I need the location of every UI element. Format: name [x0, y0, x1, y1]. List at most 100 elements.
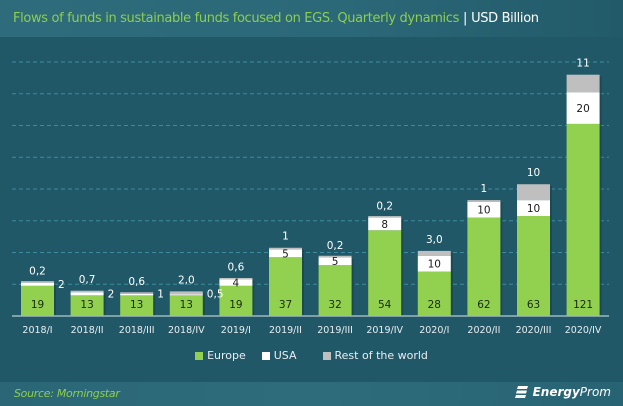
data-label-europe: 62 [477, 299, 490, 311]
data-label-europe: 63 [527, 299, 540, 311]
data-label-usa: 1 [157, 288, 164, 300]
bar-segment-usa [318, 257, 352, 266]
legend-item-usa: USA [261, 349, 297, 362]
x-tick-label: 2020/II [467, 325, 500, 336]
bar-segment-rest [70, 290, 104, 293]
x-tick-label: 2018/I [22, 325, 52, 336]
bar-segment-rest [169, 291, 203, 295]
stacked-bar-chart: 1920,21320,71310,6130,52,01940,637513250… [12, 58, 609, 336]
legend: Europe USA Rest of the world [0, 349, 623, 362]
data-label-europe: 13 [180, 299, 193, 311]
x-tick-label: 2018/II [71, 325, 104, 336]
data-label-europe: 32 [328, 299, 341, 311]
data-label-europe: 19 [31, 299, 44, 311]
chart-title-text: Flows of funds in sustainable funds focu… [13, 11, 460, 26]
data-label-europe: 121 [573, 299, 593, 311]
bar-segment-europe [517, 215, 550, 316]
data-label-rest: 0,6 [228, 262, 245, 274]
bar-segment-rest [417, 250, 451, 256]
data-label-rest: 2,0 [178, 274, 195, 286]
brand-logo: Energy Prom [514, 385, 611, 399]
x-tick-label: 2019/III [317, 325, 353, 336]
chart-unit: USD Billion [471, 11, 539, 26]
bar-segment-rest [318, 255, 352, 258]
data-label-rest: 0,2 [29, 265, 46, 277]
legend-swatch-rest [322, 351, 331, 360]
x-tick-label: 2020/IV [565, 325, 602, 336]
chart-title: Flows of funds in sustainable funds focu… [13, 11, 539, 26]
bars [21, 74, 602, 316]
bar-segment-usa [517, 200, 550, 216]
x-tick-label: 2018/III [119, 325, 155, 336]
data-label-usa: 10 [477, 205, 490, 217]
bar-segment-europe [368, 230, 402, 316]
x-tick-label: 2019/II [269, 325, 302, 336]
chart-footer: Source: Morningstar Energy Prom [0, 382, 623, 406]
bar-segment-usa [21, 282, 54, 286]
data-label-rest: 10 [527, 167, 540, 179]
data-label-europe: 19 [229, 299, 242, 311]
data-label-rest: 0,2 [327, 240, 344, 252]
x-tick-label: 2019/IV [366, 325, 403, 336]
bar-segment-rest [368, 216, 402, 218]
brand-name-light: Prom [579, 385, 611, 399]
bar-segment-europe [417, 271, 451, 316]
legend-item-rest: Rest of the world [322, 349, 428, 362]
data-label-europe: 37 [279, 299, 292, 311]
bar-segment-usa [219, 279, 253, 286]
bar-segment-europe [566, 123, 600, 316]
bar-segment-usa [417, 255, 451, 272]
bar-segment-europe [467, 217, 501, 316]
data-label-usa: 10 [428, 259, 441, 271]
bar-segment-rest [566, 74, 600, 93]
bar-segment-rest [120, 292, 154, 294]
legend-item-europe: Europe [195, 349, 246, 362]
data-label-usa: 8 [381, 219, 388, 231]
bar-segment-europe [70, 295, 104, 316]
bar-segment-usa [269, 249, 302, 258]
data-label-usa: 10 [527, 203, 540, 215]
legend-swatch-usa [261, 351, 270, 360]
legend-swatch-europe [195, 351, 204, 360]
data-label-rest: 1 [282, 231, 289, 243]
legend-label-rest: Rest of the world [334, 349, 428, 362]
data-label-europe: 13 [130, 299, 143, 311]
bar-segment-usa [70, 292, 104, 296]
chart-header: Flows of funds in sustainable funds focu… [0, 0, 623, 37]
data-label-europe: 28 [428, 299, 441, 311]
data-label-usa: 5 [282, 248, 289, 260]
data-label-rest: 0,7 [79, 274, 96, 286]
x-tick-label: 2019/I [221, 325, 251, 336]
data-labels: 1920,21320,71310,6130,52,01940,637513250… [29, 58, 593, 311]
bar-segment-rest [467, 200, 501, 202]
bar-segment-europe [269, 257, 302, 316]
bar-segment-usa [467, 201, 501, 218]
bar-segment-europe [169, 295, 203, 316]
data-label-rest: 11 [576, 58, 589, 70]
data-label-rest: 3,0 [426, 234, 443, 246]
x-tick-label: 2018/IV [168, 325, 205, 336]
energyprom-logo-icon [514, 385, 529, 399]
data-label-usa: 2 [108, 288, 115, 300]
bar-segment-rest [269, 247, 302, 250]
title-separator: | [463, 11, 468, 26]
gridlines [12, 61, 609, 285]
bar-segment-europe [318, 265, 352, 316]
data-label-rest: 0,2 [376, 200, 393, 212]
data-label-usa: 5 [332, 256, 339, 268]
data-label-usa: 20 [576, 103, 589, 115]
bar-segment-europe [219, 285, 253, 316]
bar-segment-europe [120, 295, 154, 316]
data-label-rest: 1 [481, 183, 488, 195]
x-tick-labels: 2018/I 2018/II 2018/III 2018/IV 2019/I 2019/I… [22, 325, 602, 336]
source-note: Source: Morningstar [14, 387, 120, 400]
data-label-europe: 54 [378, 299, 392, 311]
x-tick-label: 2020/III [516, 325, 552, 336]
legend-label-europe: Europe [207, 349, 246, 362]
data-label-rest: 0,6 [128, 276, 145, 288]
bar-segment-rest [517, 184, 550, 201]
bar-segment-rest [21, 281, 54, 283]
bar-segment-rest [219, 277, 253, 280]
data-label-usa: 0,5 [207, 288, 224, 300]
